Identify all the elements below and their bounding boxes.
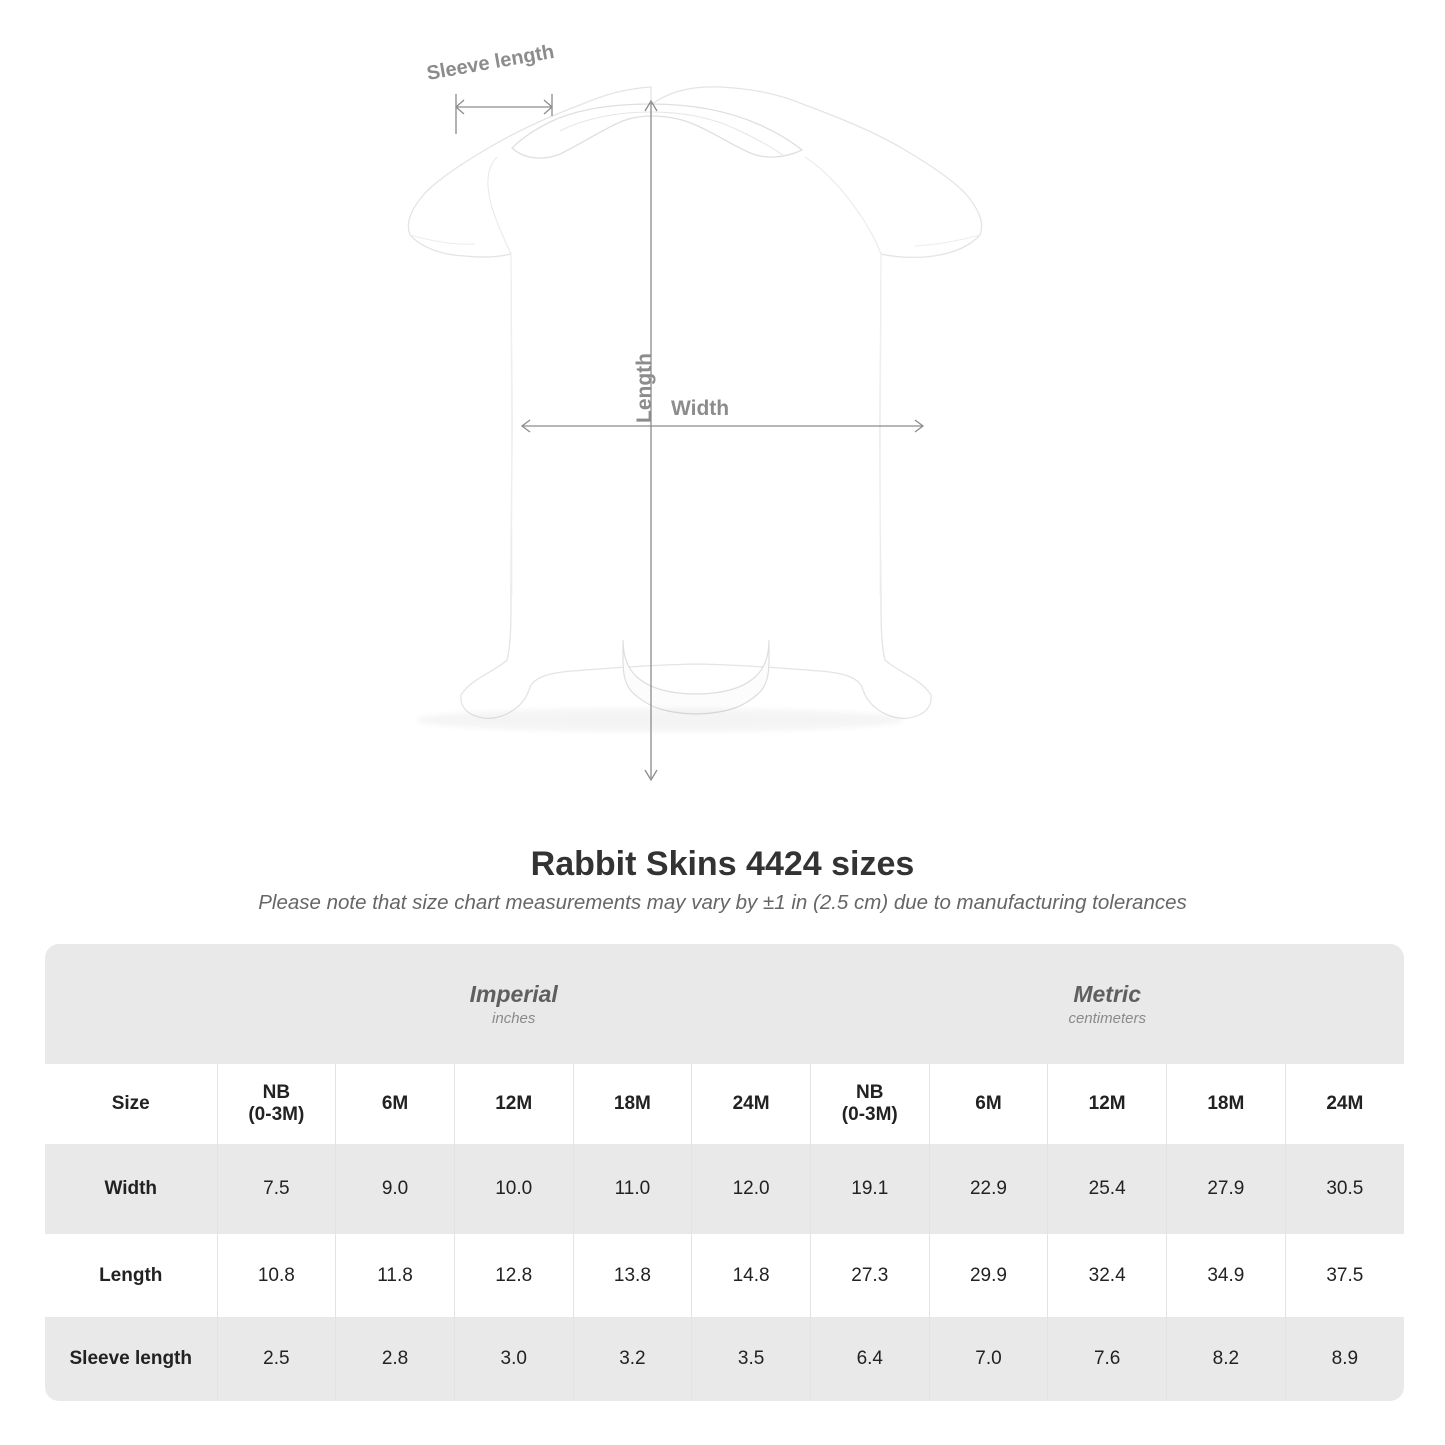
svg-text:Length: Length [633,353,656,423]
svg-text:Width: Width [671,397,729,420]
svg-text:Sleeve length: Sleeve length [425,41,556,85]
